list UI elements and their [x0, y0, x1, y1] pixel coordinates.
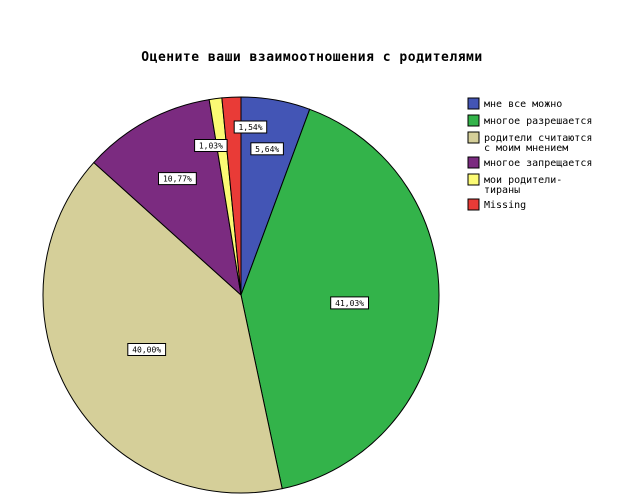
data-label-многое-разрешается: 41,03%: [330, 296, 370, 310]
legend-label: многое запрещается: [484, 158, 592, 169]
data-label-box: [250, 142, 284, 156]
data-label-мои-родители-тираны: 1,03%: [194, 139, 228, 152]
legend-swatch: [467, 131, 480, 144]
data-label-box: [330, 296, 370, 310]
data-label-text: 1,03%: [199, 142, 223, 151]
data-label-text: 5,64%: [255, 145, 279, 154]
data-label-text: 1,54%: [238, 123, 262, 132]
legend-swatch: [467, 156, 480, 169]
legend-swatch: [467, 97, 480, 110]
legend-item-мне-все-можно: мне все можно: [467, 97, 562, 110]
legend-swatch: [467, 198, 480, 211]
data-label-родители-считаются-с-моим-мнением: 40,00%: [127, 343, 167, 356]
data-label-text: 41,03%: [335, 299, 364, 308]
legend-item-missing: Missing: [467, 198, 526, 211]
data-label-box: [233, 120, 268, 134]
legend: мне все можно многое разрешается родители …: [467, 97, 592, 211]
legend-swatch: [467, 114, 480, 127]
data-label-box: [158, 172, 197, 186]
legend-label: Missing: [484, 200, 526, 211]
legend-item-многое-разрешается: многое разрешается: [467, 114, 592, 127]
data-label-мне-все-можно: 5,64%: [250, 142, 284, 156]
legend-label: мои родители-: [484, 175, 562, 186]
data-label-text: 10,77%: [163, 175, 192, 184]
legend-label: родители считаются: [484, 133, 592, 144]
legend-item-мои-родители-тираны: мои родители-тираны: [467, 173, 562, 196]
data-label-box: [127, 343, 167, 356]
data-label-box: [194, 139, 228, 152]
legend-label: многое разрешается: [484, 116, 592, 127]
legend-label: мне все можно: [484, 99, 562, 110]
legend-label: с моим мнением: [484, 143, 568, 154]
legend-item-многое-запрещается: многое запрещается: [467, 156, 592, 169]
pie-slices: [42, 96, 440, 494]
legend-swatch: [467, 173, 480, 186]
legend-label: тираны: [484, 185, 520, 196]
data-label-многое-запрещается: 10,77%: [158, 172, 197, 186]
pie-slice-родители-считаются-с-моим-мнением: [42, 161, 283, 494]
chart-title: Оцените ваши взаимоотношения с родителям…: [141, 50, 483, 65]
data-label-missing: 1,54%: [233, 120, 268, 134]
data-label-text: 40,00%: [132, 346, 161, 355]
data-labels: 5,64% 41,03% 40,00% 10,77% 1,03% 1,54%: [127, 120, 370, 356]
